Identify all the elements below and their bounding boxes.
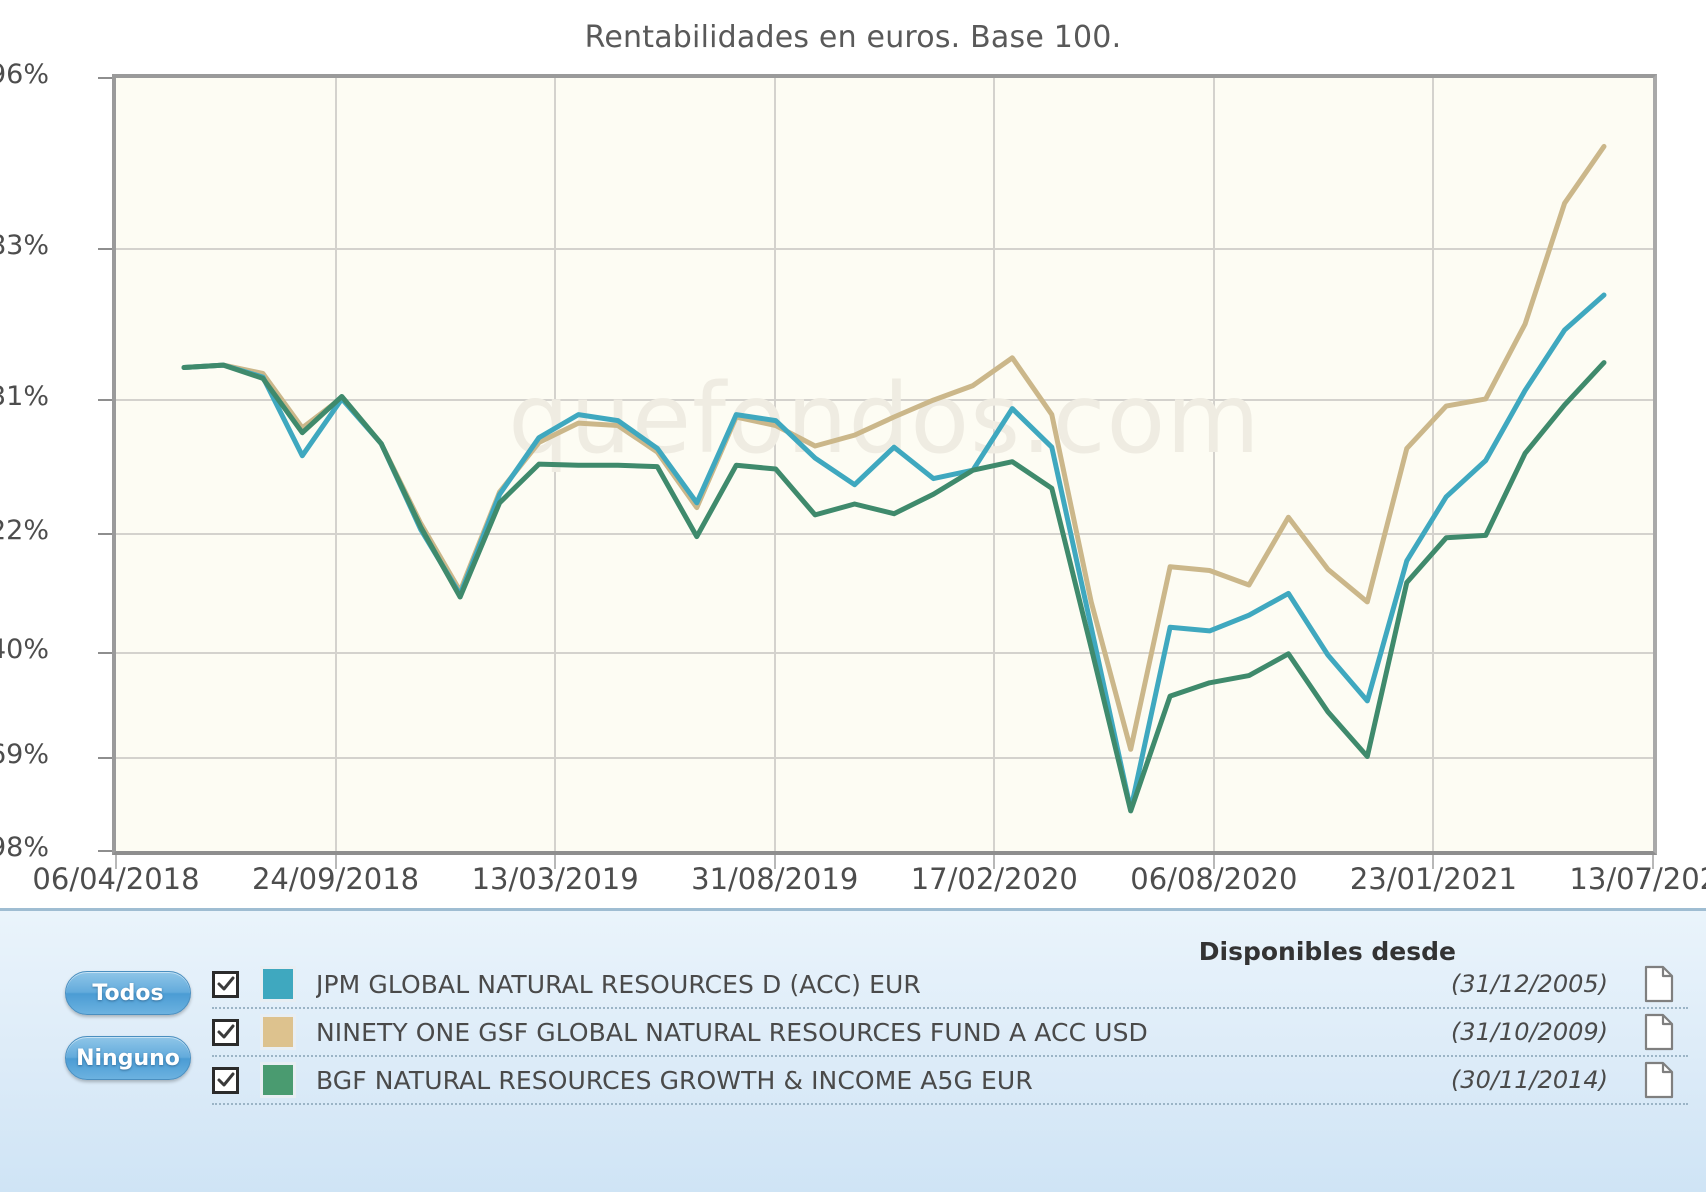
y-axis-tick-label: 67.69% bbox=[0, 738, 49, 770]
legend-row: NINETY ONE GSF GLOBAL NATURAL RESOURCES … bbox=[212, 1009, 1688, 1057]
y-axis-tick-label: 97.31% bbox=[0, 380, 49, 412]
series-line bbox=[184, 363, 1604, 811]
gridline-vertical bbox=[1212, 78, 1215, 851]
x-axis-tick-label: 13/07/2021 bbox=[1569, 862, 1706, 896]
series-lines bbox=[116, 78, 1653, 851]
y-axis-tick bbox=[98, 398, 112, 401]
chart-panel: Rentabilidades en euros. Base 100. 123.9… bbox=[0, 20, 1706, 896]
y-axis-tick bbox=[98, 77, 112, 79]
gridline-vertical bbox=[773, 78, 776, 851]
y-axis-tick bbox=[98, 756, 112, 759]
x-axis-tick bbox=[773, 855, 776, 869]
available-since-date: (30/11/2014) bbox=[1450, 1066, 1608, 1094]
document-icon[interactable] bbox=[1644, 965, 1674, 1003]
document-icon[interactable] bbox=[1644, 1061, 1674, 1099]
series-color-swatch bbox=[260, 966, 296, 1002]
gridline-horizontal bbox=[116, 398, 1653, 401]
check-icon bbox=[217, 976, 234, 991]
x-axis-tick bbox=[1212, 855, 1215, 869]
y-axis-tick bbox=[98, 532, 112, 535]
series-checkbox[interactable] bbox=[212, 1018, 239, 1046]
select-all-button[interactable]: Todos bbox=[65, 971, 191, 1015]
series-line bbox=[184, 295, 1604, 810]
check-icon bbox=[217, 1024, 234, 1039]
x-axis-tick bbox=[993, 855, 996, 869]
y-axis-tick-label: 123.96% bbox=[0, 59, 49, 90]
legend-panel: Disponibles desde Todos Ninguno JPM GLOB… bbox=[0, 908, 1706, 1192]
chart-title: Rentabilidades en euros. Base 100. bbox=[584, 20, 1122, 55]
y-axis-tick-label: 86.22% bbox=[0, 514, 49, 546]
y-axis-tick-label: 76.40% bbox=[0, 633, 49, 665]
available-since-date: (31/10/2009) bbox=[1450, 1018, 1608, 1046]
gridline-vertical bbox=[334, 78, 337, 851]
gridline-vertical bbox=[1432, 78, 1435, 851]
document-icon[interactable] bbox=[1644, 1013, 1674, 1051]
gridline-horizontal bbox=[116, 651, 1653, 654]
legend-row: BGF NATURAL RESOURCES GROWTH & INCOME A5… bbox=[212, 1057, 1688, 1105]
y-axis-tick-label: 59.98% bbox=[0, 832, 49, 863]
x-axis-tick bbox=[334, 855, 337, 869]
series-checkbox[interactable] bbox=[212, 1066, 239, 1094]
disponibles-desde-header: Disponibles desde bbox=[1198, 937, 1456, 966]
gridline-horizontal bbox=[116, 756, 1653, 759]
available-since-date: (31/12/2005) bbox=[1450, 970, 1608, 998]
series-checkbox[interactable] bbox=[212, 970, 239, 998]
gridline-horizontal bbox=[116, 532, 1653, 535]
fund-name[interactable]: NINETY ONE GSF GLOBAL NATURAL RESOURCES … bbox=[316, 1017, 1148, 1047]
x-axis-tick bbox=[1652, 855, 1654, 869]
y-axis-tick bbox=[98, 247, 112, 250]
fund-name[interactable]: JPM GLOBAL NATURAL RESOURCES D (ACC) EUR bbox=[316, 969, 921, 999]
series-color-swatch bbox=[260, 1062, 296, 1098]
y-axis-tick bbox=[98, 651, 112, 654]
x-axis-tick bbox=[1432, 855, 1435, 869]
y-axis-tick-label: 109.83% bbox=[0, 229, 49, 261]
select-none-button[interactable]: Ninguno bbox=[65, 1036, 191, 1080]
gridline-horizontal bbox=[116, 247, 1653, 250]
fund-name[interactable]: BGF NATURAL RESOURCES GROWTH & INCOME A5… bbox=[316, 1065, 1033, 1095]
legend-row-list: JPM GLOBAL NATURAL RESOURCES D (ACC) EUR… bbox=[212, 961, 1688, 1105]
legend-row: JPM GLOBAL NATURAL RESOURCES D (ACC) EUR… bbox=[212, 961, 1688, 1009]
x-axis-tick bbox=[554, 855, 557, 869]
x-axis-tick bbox=[115, 855, 117, 869]
y-axis-tick bbox=[98, 850, 112, 852]
check-icon bbox=[217, 1072, 234, 1087]
series-color-swatch bbox=[260, 1014, 296, 1050]
plot-area: quefondos.com bbox=[112, 74, 1657, 855]
